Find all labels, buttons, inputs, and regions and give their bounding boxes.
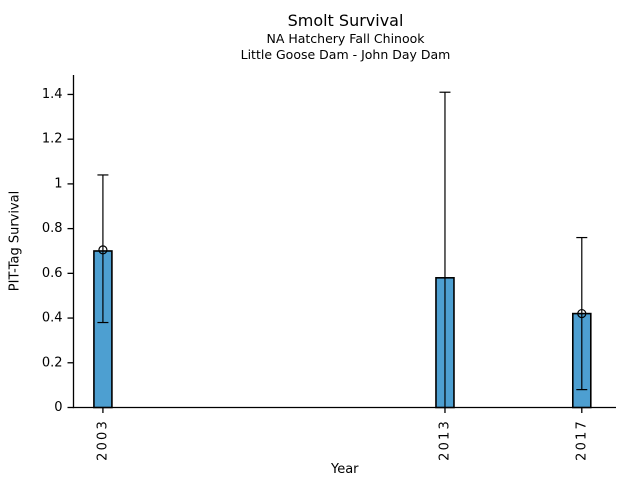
y-axis-title: PIT-Tag Survival <box>8 191 23 291</box>
y-tick-label: 0 <box>54 400 62 415</box>
x-tick-label-2017: 2017 <box>574 419 589 461</box>
y-tick-label: 0.8 <box>42 221 63 236</box>
y-tick-label: 1.4 <box>42 87 63 102</box>
y-tick-label: 1 <box>54 176 62 191</box>
y-tick-label: 0.4 <box>42 311 63 326</box>
x-tick-label-2013: 2013 <box>437 419 452 461</box>
y-tick-label: 0.2 <box>42 355 63 370</box>
point-marker-2017 <box>577 308 587 319</box>
y-tick-label: 0.6 <box>42 266 63 281</box>
x-tick-label-2003: 2003 <box>95 419 110 461</box>
y-tick-label: 1.2 <box>42 132 63 147</box>
point-marker-2003 <box>98 245 108 255</box>
x-axis-title: Year <box>330 462 359 477</box>
